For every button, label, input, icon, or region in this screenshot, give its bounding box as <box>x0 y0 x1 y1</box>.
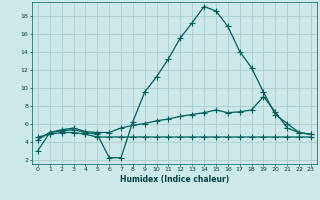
X-axis label: Humidex (Indice chaleur): Humidex (Indice chaleur) <box>120 175 229 184</box>
